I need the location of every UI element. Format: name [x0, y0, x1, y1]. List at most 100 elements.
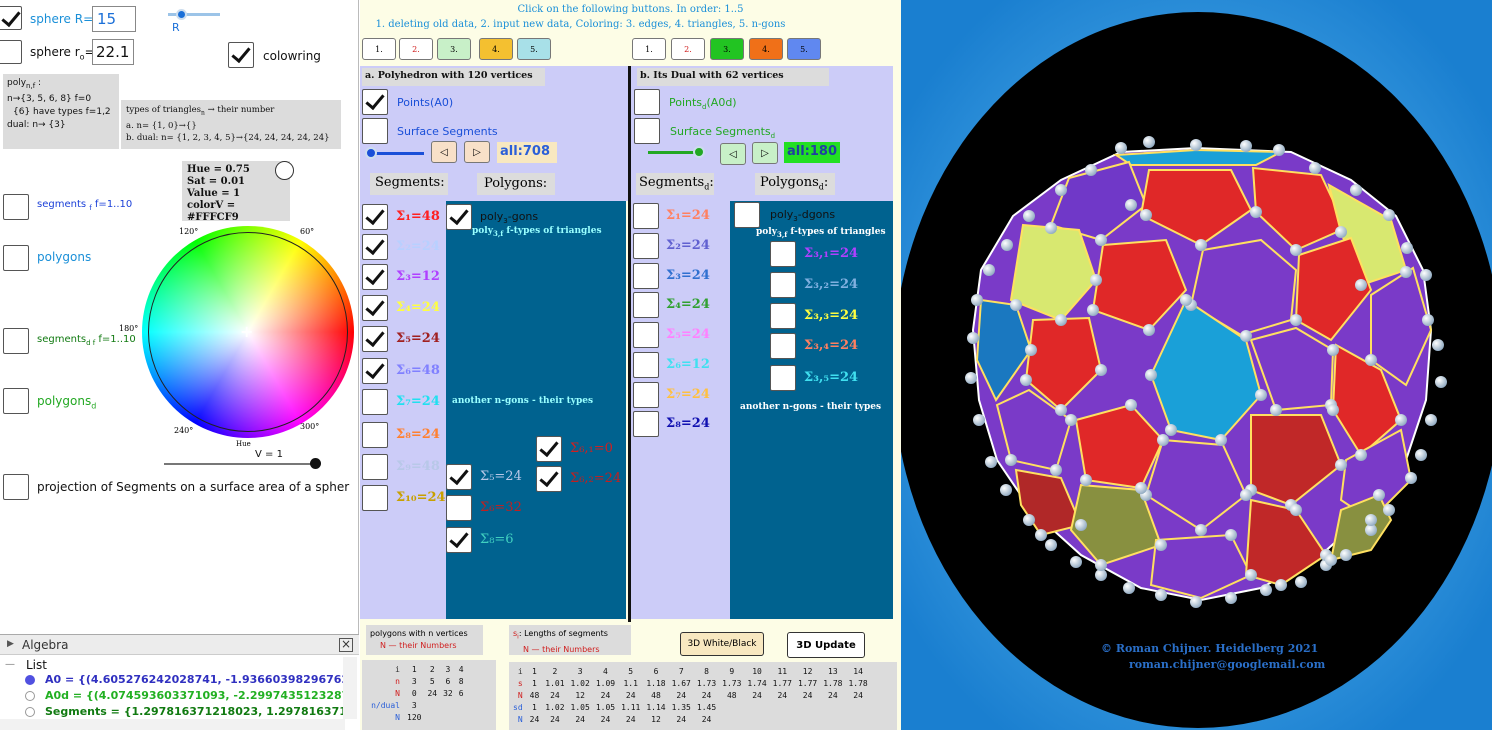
projection-checkbox[interactable]: [3, 474, 29, 500]
sphere-R-input[interactable]: 15: [92, 6, 136, 32]
poly-info-line4: dual: n→ {3}: [7, 119, 66, 130]
step-forward-button[interactable]: ▷: [464, 141, 490, 163]
sphere-R-checkbox[interactable]: [0, 6, 22, 30]
segment-a-checkbox-1[interactable]: [362, 204, 388, 230]
algebra-a0[interactable]: A0 = {(4.605276242028741, -1.93660398296…: [45, 673, 343, 686]
segment-a-checkbox-9[interactable]: [362, 454, 388, 480]
segments-visibility-dot[interactable]: [25, 707, 35, 717]
table-cell: 10: [752, 666, 762, 676]
surface-segments-d-checkbox[interactable]: [634, 118, 660, 144]
segment-a-count-9: Σ₉=48: [396, 459, 440, 474]
segment-a-checkbox-4[interactable]: [362, 295, 388, 321]
points-a0-checkbox[interactable]: [362, 89, 388, 115]
v-slider-track[interactable]: [164, 463, 314, 465]
step-button-a-5[interactable]: 5.: [517, 38, 551, 60]
v-slider-handle[interactable]: [310, 458, 321, 469]
points-d-checkbox[interactable]: [634, 89, 660, 115]
step-back-d-button[interactable]: ◁: [720, 143, 746, 165]
step-button-a-4[interactable]: 4.: [479, 38, 513, 60]
polygons-header-b: Polygonsd:: [755, 173, 835, 195]
ngon-a-checkbox-4[interactable]: [446, 495, 472, 521]
step-button-a-1[interactable]: 1.: [362, 38, 396, 60]
instruction-line2: 1. deleting old data, 2. input new data,…: [375, 19, 786, 30]
vertex-ball: [1327, 404, 1339, 416]
poly-info-title: polyn,f :: [7, 78, 42, 90]
segment-b-checkbox-6[interactable]: [633, 352, 659, 378]
dual-tri-checkbox-5[interactable]: [770, 365, 796, 391]
ngon-a-checkbox-5[interactable]: [446, 527, 472, 553]
a0-visibility-dot[interactable]: [25, 675, 35, 685]
algebra-h-scrollbar[interactable]: [0, 719, 345, 730]
segment-a-checkbox-2[interactable]: [362, 234, 388, 260]
step-forward-d-button[interactable]: ▷: [752, 142, 778, 164]
dual-tri-checkbox-1[interactable]: [770, 241, 796, 267]
table-cell: [845, 713, 870, 725]
segments-d-slider-handle[interactable]: [693, 146, 705, 158]
polyhedron-face: [1144, 438, 1248, 532]
segment-b-checkbox-4[interactable]: [633, 292, 659, 318]
3d-polyhedron-scene[interactable]: © Roman Chijner. Heidelberg 2021 roman.c…: [893, 0, 1492, 730]
segment-a-checkbox-3[interactable]: [362, 264, 388, 290]
algebra-collapse-icon[interactable]: ▶: [7, 639, 14, 649]
step-button-b-4[interactable]: 4.: [749, 38, 783, 60]
dual-tri-checkbox-3[interactable]: [770, 303, 796, 329]
3d-update-button[interactable]: 3D Update: [787, 632, 865, 658]
segment-a-checkbox-8[interactable]: [362, 422, 388, 448]
polyhedron-face: [1139, 169, 1253, 247]
surface-segments-checkbox[interactable]: [362, 118, 388, 144]
segments-d-slider-track[interactable]: [648, 151, 698, 154]
segment-b-checkbox-2[interactable]: [633, 233, 659, 259]
vertex-ball: [1165, 424, 1177, 436]
segments-slider-handle[interactable]: [365, 147, 377, 159]
slider-R-handle[interactable]: [176, 9, 187, 20]
segments-df-checkbox[interactable]: [3, 328, 29, 354]
step-back-button[interactable]: ◁: [431, 141, 457, 163]
colowring-checkbox[interactable]: [228, 42, 254, 68]
step-button-b-3[interactable]: 3.: [710, 38, 744, 60]
segment-b-checkbox-7[interactable]: [633, 382, 659, 408]
ngon-a-checkbox-1[interactable]: [536, 436, 562, 462]
segments-f-checkbox[interactable]: [3, 194, 29, 220]
vertex-ball: [1250, 206, 1262, 218]
segment-b-checkbox-3[interactable]: [633, 263, 659, 289]
a0d-visibility-dot[interactable]: [25, 691, 35, 701]
slider-R-track[interactable]: [168, 13, 220, 16]
3d-view-pane[interactable]: © Roman Chijner. Heidelberg 2021 roman.c…: [893, 0, 1492, 730]
segment-b-checkbox-1[interactable]: [633, 203, 659, 229]
step-button-a-3[interactable]: 3.: [437, 38, 471, 60]
segment-b-checkbox-8[interactable]: [633, 411, 659, 437]
step-button-a-2[interactable]: 2.: [399, 38, 433, 60]
ngon-a-checkbox-2[interactable]: [536, 466, 562, 492]
lengths-line2: N — their Numbers: [523, 644, 600, 654]
poly3-gons-checkbox[interactable]: [446, 204, 472, 230]
segment-b-checkbox-5[interactable]: [633, 322, 659, 348]
step-button-b-1[interactable]: 1.: [632, 38, 666, 60]
list-collapse-icon[interactable]: —: [5, 659, 15, 670]
hue-cursor-icon[interactable]: +: [240, 322, 254, 341]
table-cell: 0: [411, 688, 417, 698]
wheel-label-hue: Hue: [236, 440, 251, 448]
segments-slider-track[interactable]: [368, 152, 424, 155]
all-count-a: all:708: [497, 142, 557, 163]
step-button-b-2[interactable]: 2.: [671, 38, 705, 60]
3d-white-black-button[interactable]: 3D White/Black: [680, 632, 764, 656]
dual-tri-checkbox-2[interactable]: [770, 272, 796, 298]
poly3-dgons-checkbox[interactable]: [734, 202, 760, 228]
dual-tri-checkbox-4[interactable]: [770, 333, 796, 359]
algebra-close-icon[interactable]: ×: [339, 637, 353, 652]
algebra-a0d[interactable]: A0d = {(4.074593603371093, -2.2997435123…: [45, 689, 343, 702]
polygons-d-checkbox[interactable]: [3, 388, 29, 414]
sphere-r0-checkbox[interactable]: [0, 40, 22, 64]
polygons-list-b: [730, 201, 893, 619]
segment-a-checkbox-10[interactable]: [362, 485, 388, 511]
polygons-checkbox[interactable]: [3, 245, 29, 271]
segment-a-checkbox-7[interactable]: [362, 389, 388, 415]
algebra-segments[interactable]: Segments = {1.297816371218023, 1.2978163…: [45, 705, 343, 718]
step-button-b-5[interactable]: 5.: [787, 38, 821, 60]
algebra-scrollbar[interactable]: [343, 657, 357, 719]
segment-a-checkbox-6[interactable]: [362, 358, 388, 384]
sphere-r0-input[interactable]: 22.1: [92, 39, 134, 65]
ngon-a-checkbox-3[interactable]: [446, 464, 472, 490]
segment-a-checkbox-5[interactable]: [362, 326, 388, 352]
table-row: sd 1 1.02 1.05 1.05 1.11 1.14 1.35 1.45: [511, 701, 871, 713]
